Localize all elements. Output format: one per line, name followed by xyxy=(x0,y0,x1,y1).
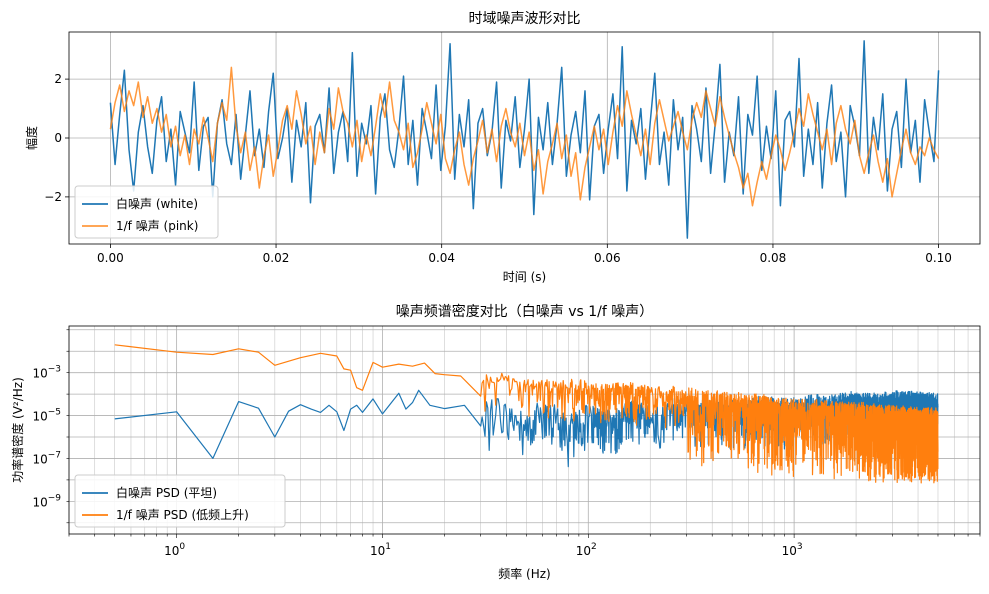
series-line-1 xyxy=(114,344,939,484)
x-tick-label: 0.10 xyxy=(925,251,952,265)
psd-panel: 100 101 102 103 10−9 10−7 10−5 10−3 噪声频谱密度对比（白噪声… xyxy=(10,303,981,581)
x-axis-label: 频率 (Hz) xyxy=(498,566,551,581)
x-tick-label: 0.04 xyxy=(428,251,455,265)
axes-frame xyxy=(68,325,981,535)
chart-title: 噪声频谱密度对比（白噪声 vs 1/f 噪声） xyxy=(396,303,653,320)
y-tick-label: 2 xyxy=(54,72,62,86)
y-tick-label: 10−9 xyxy=(32,493,61,509)
y-axis-label: 功率谱密度 (V²/Hz) xyxy=(10,377,25,483)
y-axis-label: 幅度 xyxy=(24,126,39,150)
x-tick-label: 0.08 xyxy=(760,251,787,265)
x-tick-label: 102 xyxy=(576,542,597,558)
x-axis-label: 时间 (s) xyxy=(503,270,546,284)
y-tick-label: −2 xyxy=(44,190,62,204)
legend-box xyxy=(74,185,219,239)
x-tick-label: 0.02 xyxy=(263,251,290,265)
legend-label: 1/f 噪声 (pink) xyxy=(116,219,198,233)
x-tick-label: 103 xyxy=(782,542,803,558)
x-tick-label: 0.00 xyxy=(97,251,124,265)
legend-label: 1/f 噪声 PSD (低频上升) xyxy=(116,508,249,522)
series-line-1 xyxy=(109,66,940,207)
x-tick-label: 0.06 xyxy=(594,251,621,265)
x-tick-label: 101 xyxy=(370,542,391,558)
y-tick-label: 10−3 xyxy=(32,365,61,381)
legend-label: 白噪声 (white) xyxy=(116,196,198,211)
legend-box xyxy=(74,474,286,528)
y-tick-label: 0 xyxy=(54,131,62,145)
legend: 白噪声 PSD (平坦) 1/f 噪声 PSD (低频上升) xyxy=(74,474,286,528)
legend: 白噪声 (white) 1/f 噪声 (pink) xyxy=(74,185,219,239)
y-tick-label: 10−5 xyxy=(32,408,61,424)
x-tick-label: 100 xyxy=(164,542,185,558)
series-line-0 xyxy=(109,40,940,239)
legend-label: 白噪声 PSD (平坦) xyxy=(116,485,217,500)
chart-title: 时域噪声波形对比 xyxy=(469,11,581,27)
series-line-0 xyxy=(114,389,939,468)
y-tick-label: 10−7 xyxy=(32,450,61,466)
